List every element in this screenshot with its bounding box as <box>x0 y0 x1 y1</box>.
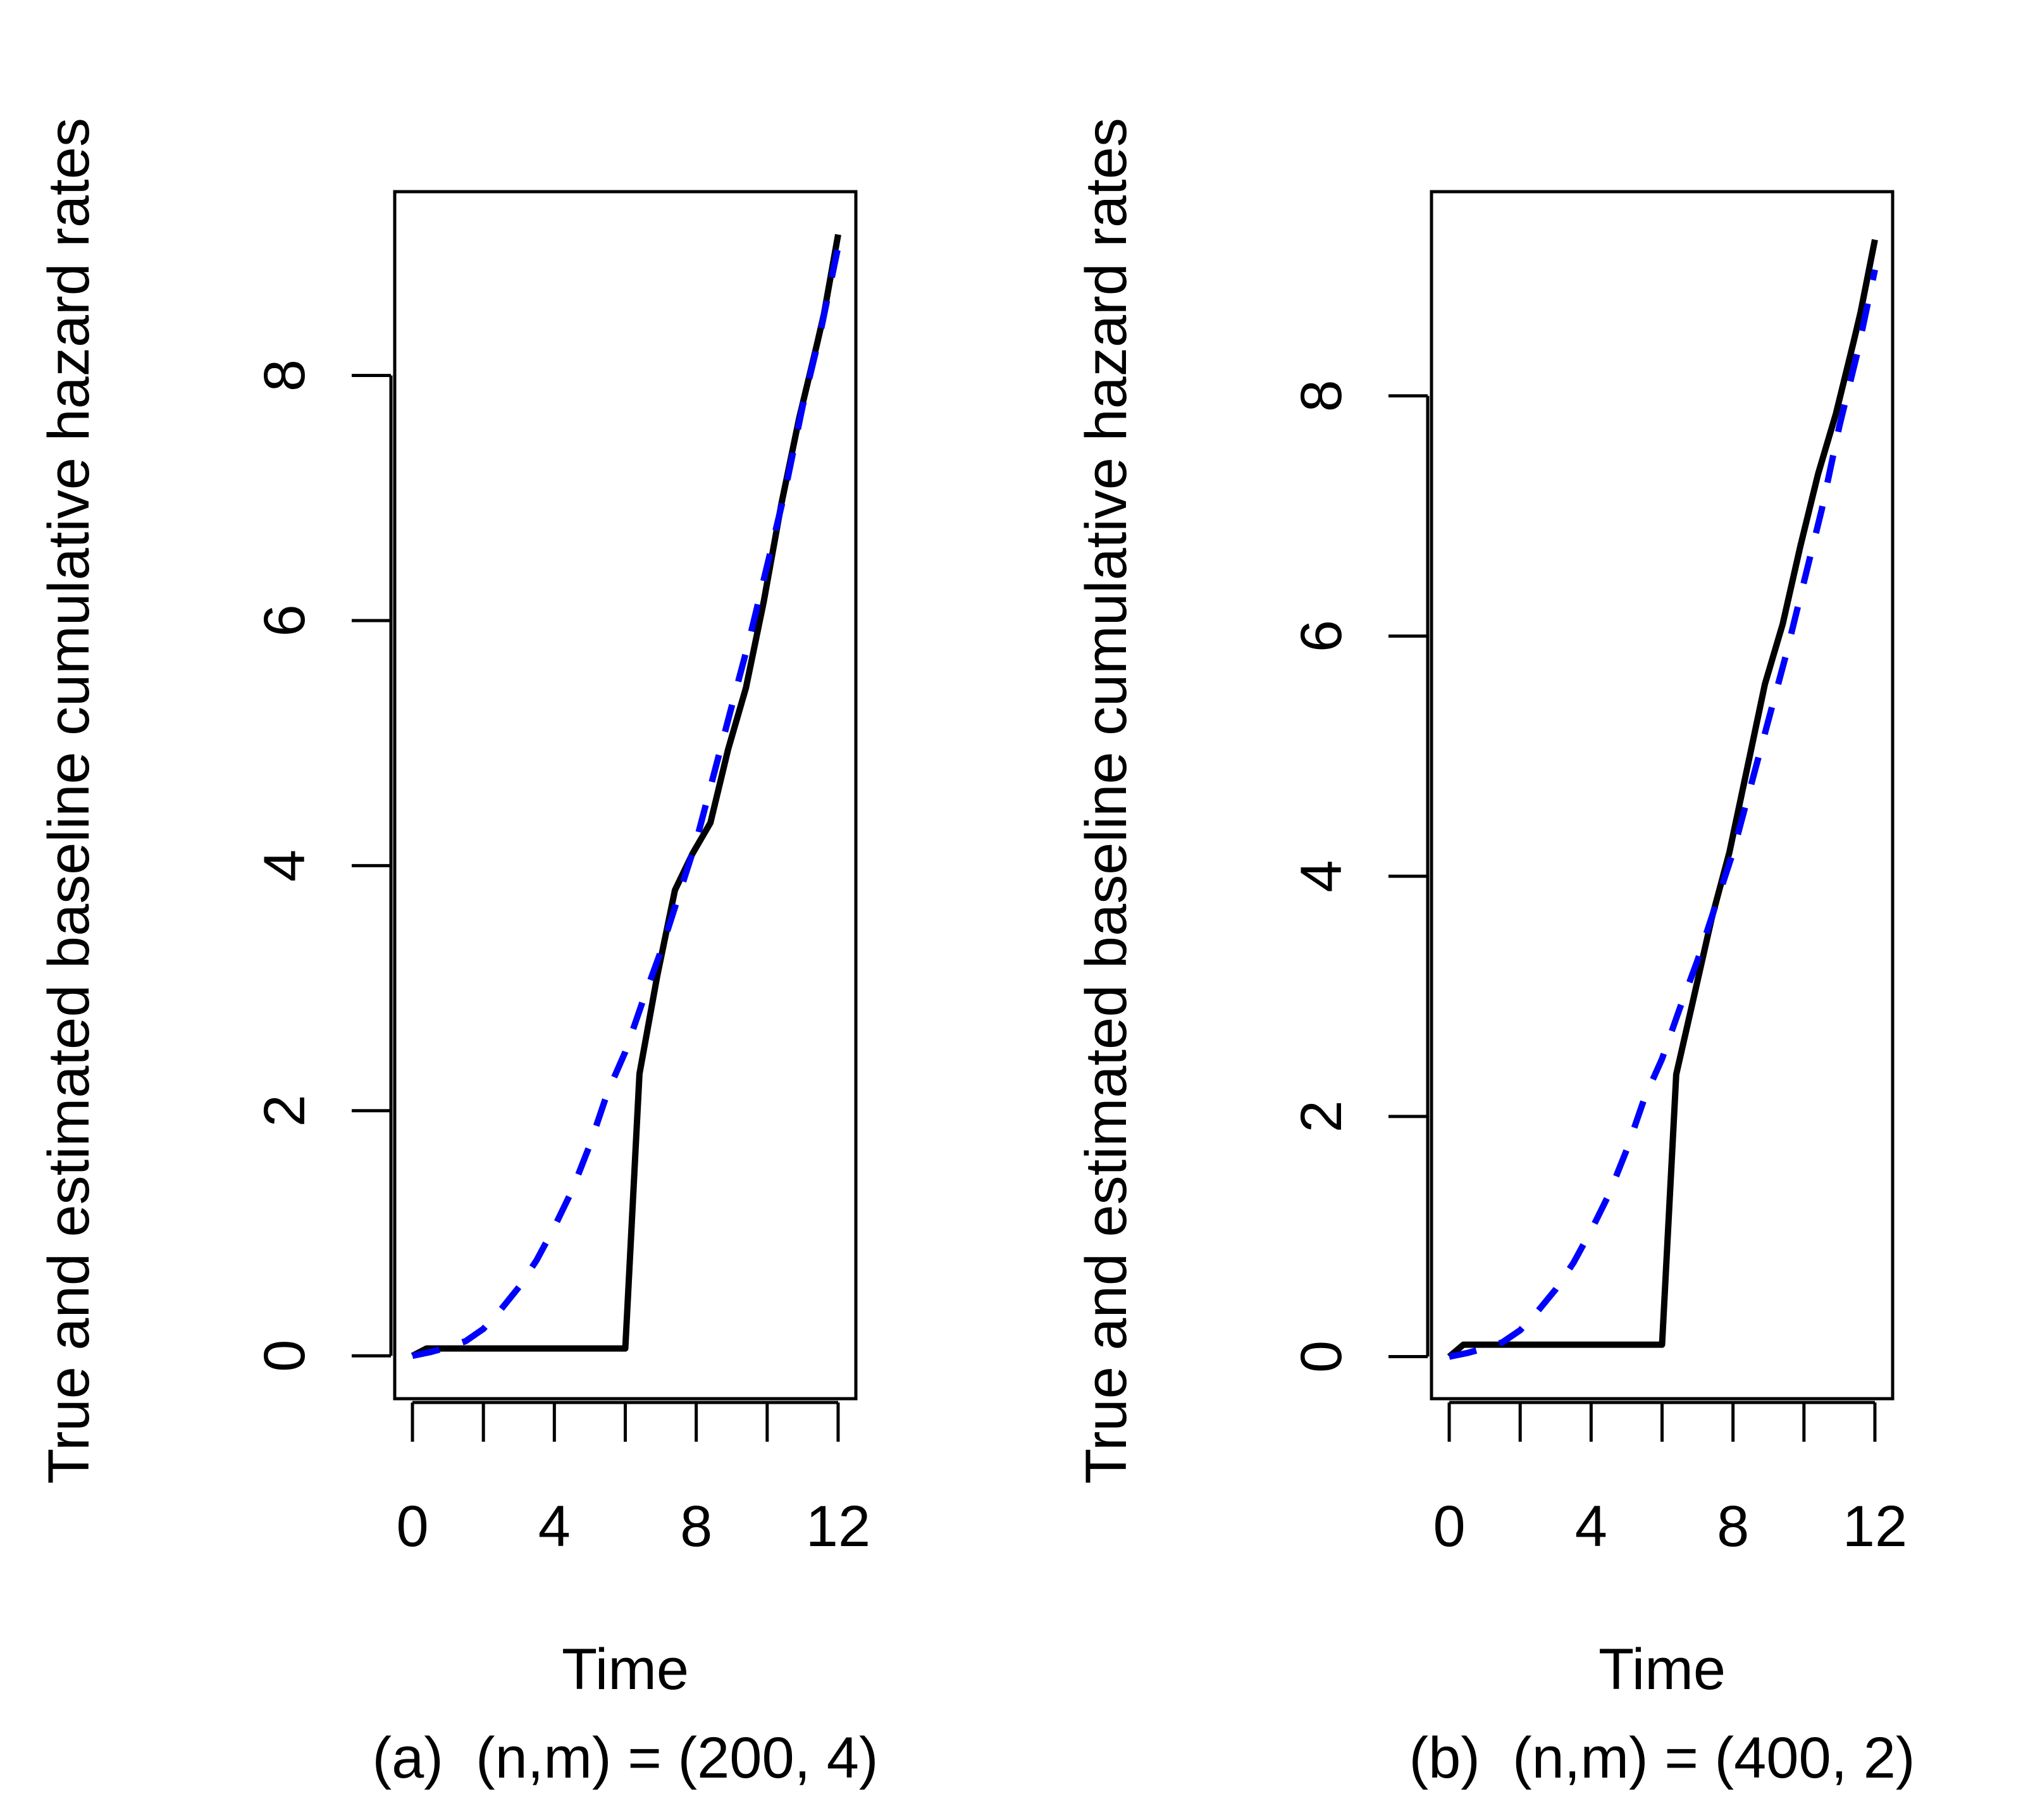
panel-b: 0 4 8 12 0 2 4 6 8 True and estimated baseline cu… <box>1074 118 1915 1790</box>
panel-a: 0 4 8 12 0 2 4 6 8 True and estimated baseline cu… <box>37 118 879 1790</box>
true-series-line <box>1447 238 1878 1359</box>
x-tick-label: 4 <box>538 1494 571 1559</box>
y-tick-label: 2 <box>252 1094 317 1127</box>
x-tick-label: 12 <box>806 1494 870 1559</box>
panel-caption: (b) (n,m) = (400, 2) <box>1409 1726 1915 1790</box>
estimated-series-line <box>411 246 841 1359</box>
x-tick-label: 8 <box>680 1494 712 1559</box>
x-tick-label: 12 <box>1843 1494 1907 1559</box>
y-tick-label: 2 <box>1289 1100 1354 1132</box>
x-tick-label: 4 <box>1575 1494 1607 1559</box>
x-tick-label: 0 <box>396 1494 428 1559</box>
x-tick-label: 8 <box>1717 1494 1749 1559</box>
y-tick-label: 4 <box>1289 860 1354 893</box>
panel-caption: (a) (n,m) = (200, 4) <box>372 1726 878 1790</box>
y-tick-label: 6 <box>252 604 317 636</box>
true-series-line <box>411 233 841 1359</box>
y-tick-label: 0 <box>252 1340 317 1372</box>
y-tick-label: 8 <box>252 359 317 392</box>
x-axis-title: Time <box>1598 1637 1726 1702</box>
y-tick-label: 6 <box>1289 620 1354 652</box>
plot-frame <box>393 190 858 1401</box>
y-axis-title: True and estimated baseline cumulative h… <box>1074 118 1139 1484</box>
y-tick-label: 0 <box>1289 1340 1354 1373</box>
x-tick-label: 0 <box>1433 1494 1465 1559</box>
y-axis-title: True and estimated baseline cumulative h… <box>37 118 101 1484</box>
y-tick-label: 4 <box>252 850 317 882</box>
estimated-series-line <box>1449 269 1878 1360</box>
x-axis-title: Time <box>562 1637 689 1702</box>
y-tick-label: 8 <box>1289 380 1354 412</box>
plot-frame <box>1430 190 1895 1401</box>
